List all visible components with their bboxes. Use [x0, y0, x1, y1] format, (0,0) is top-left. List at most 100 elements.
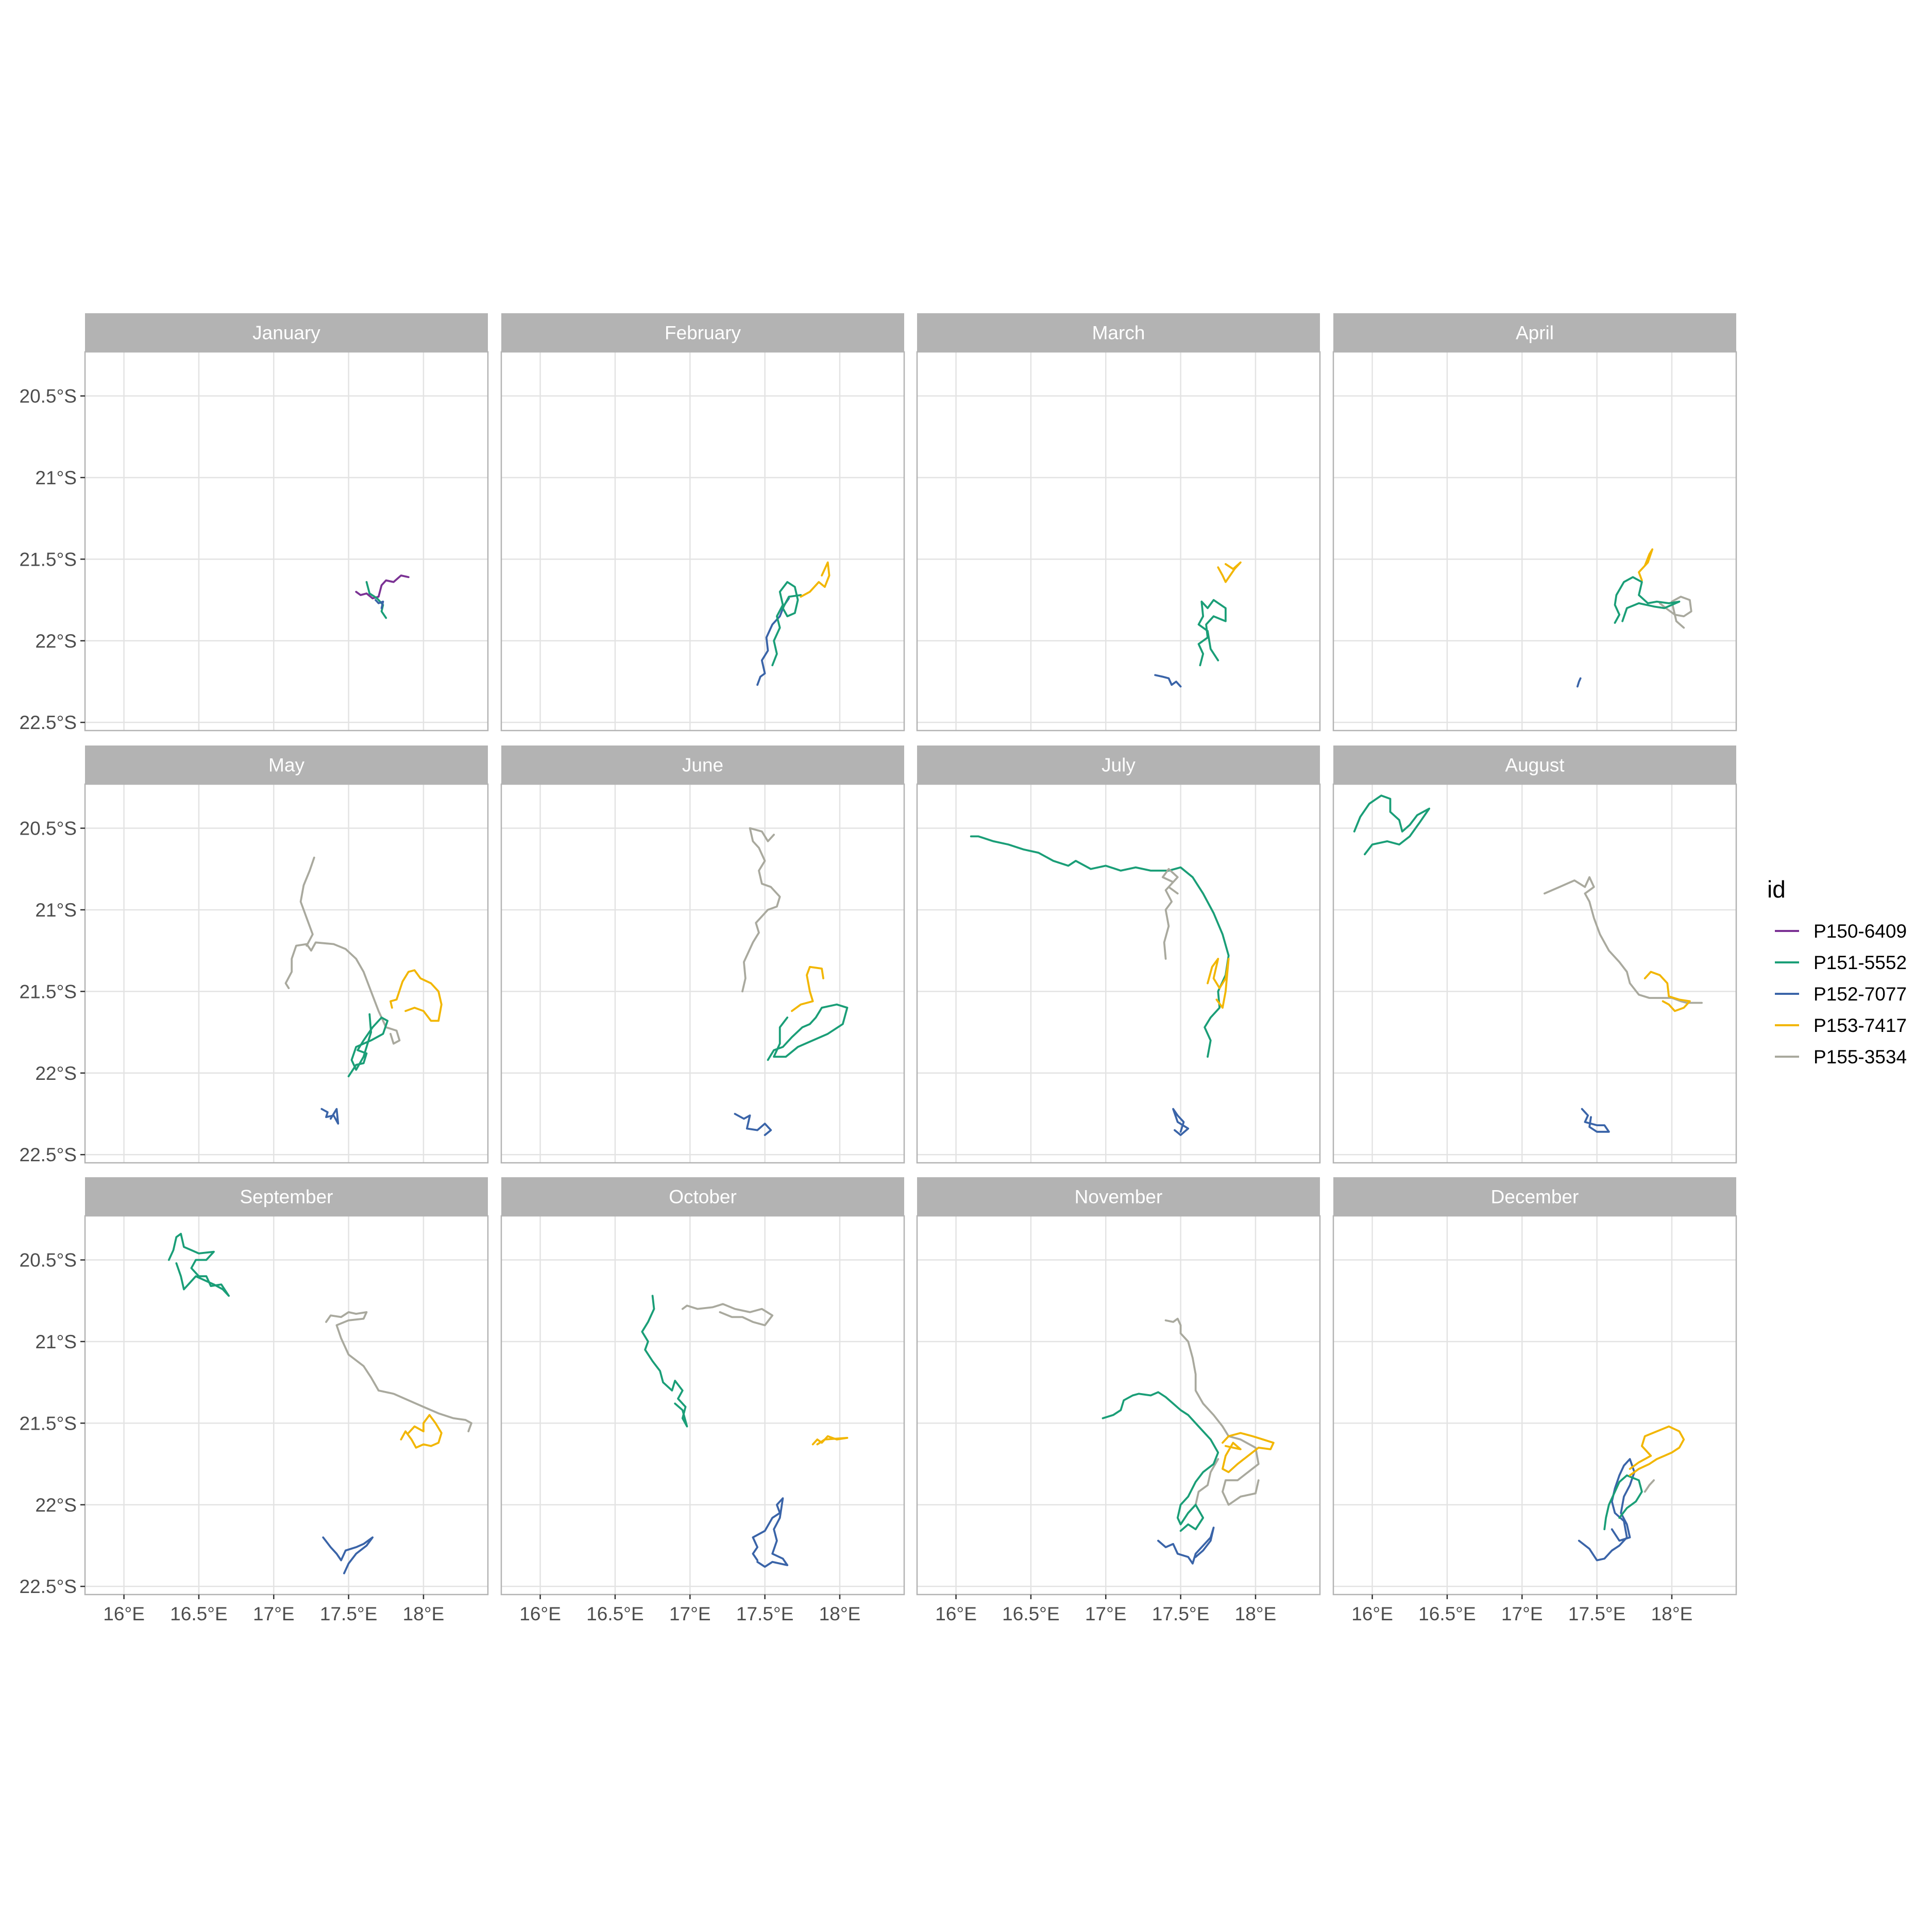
facet-panel-october: October 16°E 16.5°E 17°E 17.5°E 18°E	[500, 1177, 905, 1624]
track-p153-7417	[389, 969, 443, 1022]
track-p151-5552	[1614, 576, 1681, 624]
panel-border	[1332, 351, 1737, 732]
track-p152-7077	[1581, 1108, 1610, 1133]
y-tick-label: 21.5°S	[20, 981, 77, 1002]
legend: id P150-6409 P151-5552 P152-7077 P153-7417 P1…	[1767, 876, 1907, 1067]
plot-background	[1333, 784, 1736, 1163]
facet-strip-label: June	[682, 755, 723, 776]
x-tick-label: 17.5°E	[1152, 1603, 1210, 1624]
track-p153-7417	[1207, 958, 1230, 1009]
y-tick-label: 22°S	[35, 1495, 77, 1516]
facet-panel-april: April	[1332, 313, 1737, 732]
panel-border	[916, 783, 1321, 1164]
track-p155-3534	[325, 1311, 472, 1433]
track-p152-7077	[320, 1108, 340, 1125]
track-p155-3534	[681, 1303, 774, 1327]
facet-strip-label: October	[669, 1187, 737, 1208]
track-p152-7077	[322, 1536, 374, 1574]
track-p153-7417	[400, 1414, 443, 1449]
track-p151-5552	[970, 835, 1230, 1058]
panel-border	[1332, 783, 1737, 1164]
track-p153-7417	[800, 561, 831, 598]
x-tick-label: 18°E	[403, 1603, 445, 1624]
x-tick-label: 17.5°E	[1568, 1603, 1626, 1624]
x-tick-label: 17°E	[1501, 1603, 1543, 1624]
x-tick-label: 16.5°E	[1002, 1603, 1060, 1624]
plot-background	[85, 352, 488, 731]
y-tick-label: 21°S	[35, 467, 77, 488]
facet-panel-november: November 16°E 16.5°E 17°E 17.5°E 18°E	[916, 1177, 1321, 1624]
x-tick-label: 16.5°E	[586, 1603, 644, 1624]
facet-strip-label: January	[252, 323, 320, 344]
plot-background	[1333, 1216, 1736, 1595]
facet-strip	[85, 313, 488, 352]
facet-strip	[1333, 745, 1736, 784]
facet-panels: January 20.5°S 21°S 21.5°S 22°S 22.5°S Februar…	[20, 313, 1737, 1624]
facet-strip-label: December	[1491, 1187, 1579, 1208]
track-p151-5552	[767, 1003, 849, 1061]
y-tick-label: 20.5°S	[20, 1250, 77, 1271]
track-p151-5552	[641, 1295, 688, 1428]
facet-strip	[917, 745, 1320, 784]
track-p155-3534	[1658, 596, 1692, 629]
panel-border	[500, 351, 905, 732]
facet-strip-label: April	[1516, 323, 1554, 344]
y-tick-label: 22.5°S	[20, 1576, 77, 1597]
plot-background	[501, 1216, 904, 1595]
panel-border	[916, 351, 1321, 732]
plot-background	[917, 352, 1320, 731]
facet-strip	[501, 313, 904, 352]
x-tick-label: 17.5°E	[320, 1603, 378, 1624]
x-tick-label: 16.5°E	[170, 1603, 228, 1624]
facet-strip	[917, 313, 1320, 352]
y-tick-label: 21.5°S	[20, 1413, 77, 1434]
y-tick-label: 22.5°S	[20, 1144, 77, 1165]
facet-panel-march: March	[916, 313, 1321, 732]
y-tick-label: 20.5°S	[20, 818, 77, 839]
track-p155-3534	[1161, 868, 1179, 960]
track-p153-7417	[1217, 561, 1242, 583]
x-tick-label: 16°E	[519, 1603, 561, 1624]
x-tick-label: 18°E	[819, 1603, 861, 1624]
track-p155-3534	[1164, 1317, 1260, 1506]
facet-strip-label: March	[1092, 323, 1145, 344]
track-p153-7417	[791, 965, 824, 1012]
facet-panel-january: January 20.5°S 21°S 21.5°S 22°S 22.5°S	[20, 313, 489, 733]
track-p151-5552	[771, 581, 802, 667]
track-p152-7077	[1577, 677, 1582, 688]
y-tick-label: 21.5°S	[20, 549, 77, 570]
track-p151-5552	[1197, 599, 1227, 667]
track-p152-7077	[734, 1113, 772, 1136]
x-tick-label: 17°E	[669, 1603, 711, 1624]
track-p153-7417	[1643, 971, 1691, 1012]
track-p150-6409	[355, 574, 410, 600]
facet-strip	[501, 745, 904, 784]
facet-strip	[501, 1177, 904, 1216]
x-tick-label: 16°E	[103, 1603, 145, 1624]
panel-border	[500, 783, 905, 1164]
facet-panel-may: May 20.5°S 21°S 21.5°S 22°S 22.5°S	[20, 745, 489, 1165]
plot-background	[85, 784, 488, 1163]
track-p155-3534	[1643, 1479, 1655, 1493]
legend-label: P153-7417	[1814, 1015, 1907, 1036]
y-tick-label: 21°S	[35, 900, 77, 921]
plot-background	[917, 784, 1320, 1163]
track-p153-7417	[1638, 548, 1654, 582]
x-tick-label: 17.5°E	[736, 1603, 794, 1624]
legend-label: P151-5552	[1814, 952, 1907, 973]
track-p153-7417	[1222, 1432, 1275, 1473]
track-p151-5552	[167, 1232, 230, 1297]
plot-background	[1333, 352, 1736, 731]
track-p151-5552	[347, 1013, 389, 1077]
facet-strip	[85, 745, 488, 784]
track-p153-7417	[1629, 1425, 1685, 1477]
facet-panel-february: February	[500, 313, 905, 732]
facet-strip-label: November	[1075, 1187, 1163, 1208]
facet-panel-july: July	[916, 745, 1321, 1164]
legend-label: P155-3534	[1814, 1046, 1907, 1067]
track-p151-5552	[1353, 794, 1430, 856]
track-p152-7077	[1154, 674, 1182, 688]
facet-strip	[1333, 1177, 1736, 1216]
x-tick-label: 17°E	[1085, 1603, 1127, 1624]
panel-border	[84, 783, 489, 1164]
